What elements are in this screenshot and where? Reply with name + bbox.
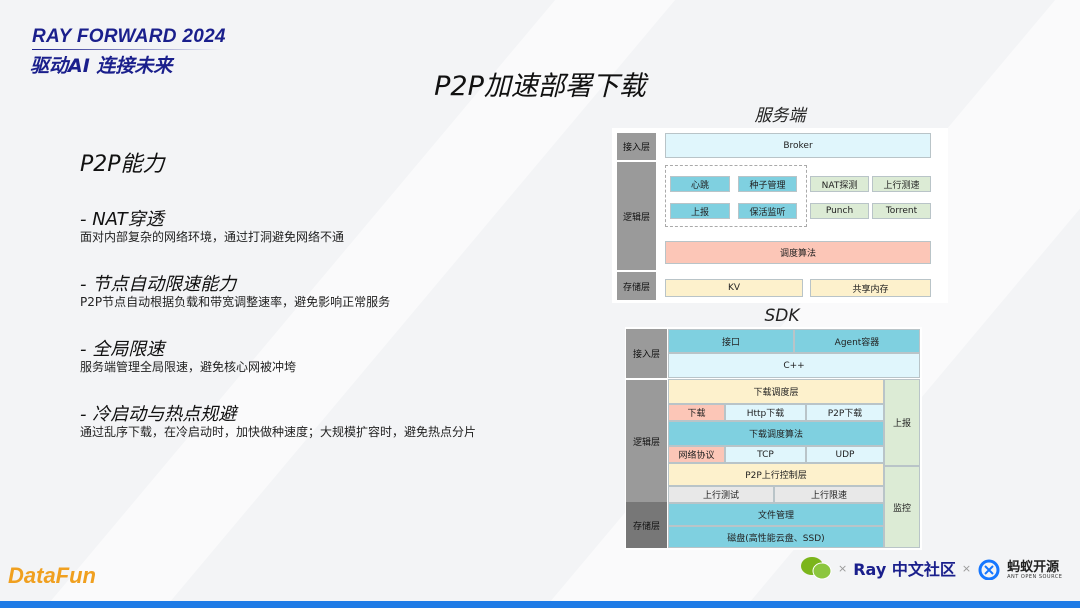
dashed-group [665, 165, 807, 227]
item-title: - 节点自动限速能力 [80, 274, 237, 295]
udp-box: UDP [806, 446, 884, 463]
report-box: 上报 [884, 379, 920, 466]
layer-label: 接入层 [626, 329, 667, 378]
item-desc: P2P节点自动根据负载和带宽调整速率，避免影响正常服务 [80, 295, 391, 309]
p2p-up-box: P2P上行控制层 [668, 463, 884, 486]
footer-bar [0, 601, 1080, 608]
cpp-box: C++ [668, 353, 920, 378]
upspeed-box: 上行测速 [872, 176, 931, 192]
monitor-box: 监控 [884, 466, 920, 548]
item-desc: 服务端管理全局限速，避免核心网被冲垮 [80, 360, 297, 374]
sched-box: 调度算法 [665, 241, 931, 264]
broker-box: Broker [665, 133, 931, 158]
seed-box: 种子管理 [738, 176, 797, 192]
dl-algo-box: 下载调度算法 [668, 421, 884, 446]
ant-logo-icon [978, 559, 1000, 580]
api-box: 接口 [668, 329, 794, 353]
proto-box: 网络协议 [668, 446, 725, 463]
ray-community-logo: Ray 中文社区 [853, 560, 956, 579]
http-box: Http下载 [725, 404, 806, 421]
torrent-box: Torrent [872, 203, 931, 219]
wechat-icon [801, 557, 832, 580]
item-title: - 冷启动与热点规避 [80, 404, 237, 425]
file-box: 文件管理 [668, 503, 884, 526]
partner-logos: × Ray 中文社区 × 蚂蚁开源 ANT OPEN SOURCE [800, 556, 1062, 580]
punch-box: Punch [810, 203, 869, 219]
heartbeat-box: 心跳 [670, 176, 730, 192]
shm-box: 共享内存 [810, 279, 931, 297]
layer-label: 逻辑层 [617, 162, 656, 270]
datafun-logo: DataFun [8, 563, 96, 588]
report-box: 上报 [670, 203, 730, 219]
kv-box: KV [665, 279, 803, 297]
dl-layer-box: 下载调度层 [668, 379, 884, 404]
event-divider [32, 49, 222, 50]
up-test-box: 上行测试 [668, 486, 774, 503]
sdk-diagram: 接入层 逻辑层 存储层 接口 Agent容器 C++ 下载调度层 下载 Http… [625, 327, 922, 550]
ant-open-source-logo: 蚂蚁开源 ANT OPEN SOURCE [1007, 560, 1063, 580]
server-caption: 服务端 [754, 106, 806, 126]
item-desc: 面对内部复杂的网络环境，通过打洞避免网络不通 [80, 230, 345, 244]
event-slogan: 驱动AI 连接未来 [30, 55, 173, 77]
dl-box: 下载 [668, 404, 725, 421]
section-heading: P2P能力 [80, 152, 165, 177]
keepalive-box: 保活监听 [738, 203, 797, 219]
disk-box: 磁盘(高性能云盘、SSD) [668, 526, 884, 548]
item-desc: 通过乱序下载，在冷启动时，加快做种速度；大规模扩容时，避免热点分片 [80, 425, 477, 439]
slide-title: P2P加速部署下载 [434, 71, 646, 102]
separator: × [838, 561, 848, 575]
layer-label: 存储层 [626, 502, 667, 548]
event-name: RAY FORWARD 2024 [32, 26, 226, 47]
layer-label: 存储层 [617, 272, 656, 300]
server-diagram: 接入层 逻辑层 存储层 Broker 心跳 种子管理 上报 保活监听 NAT探测… [612, 128, 948, 303]
sdk-caption: SDK [764, 306, 800, 326]
item-title: - 全局限速 [80, 339, 165, 360]
layer-label: 接入层 [617, 133, 656, 160]
nat-box: NAT探测 [810, 176, 869, 192]
p2p-box: P2P下载 [806, 404, 884, 421]
up-limit-box: 上行限速 [774, 486, 884, 503]
agent-box: Agent容器 [794, 329, 920, 353]
layer-label: 逻辑层 [626, 380, 667, 502]
separator: × [961, 561, 972, 575]
item-title: - NAT穿透 [80, 209, 164, 230]
tcp-box: TCP [725, 446, 806, 463]
